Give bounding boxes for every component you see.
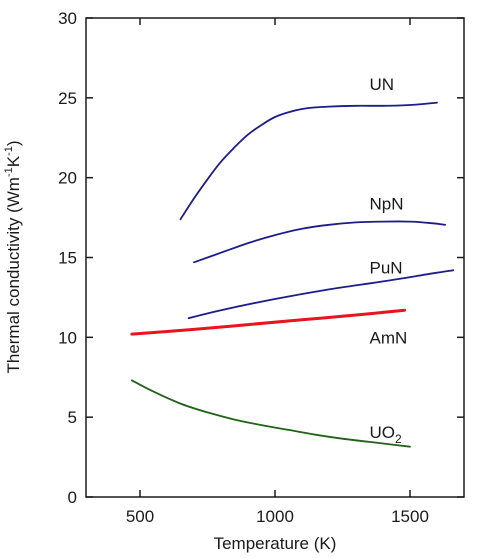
y-tick-label: 20 bbox=[58, 169, 77, 188]
series-line-npn bbox=[193, 220, 446, 264]
x-tick-label: 1000 bbox=[256, 507, 294, 526]
y-tick-label: 0 bbox=[68, 488, 77, 507]
series-label-pun: PuN bbox=[370, 258, 403, 277]
series-labels: UN NpN PuN AmN UO2 bbox=[370, 75, 408, 446]
series-line-un bbox=[179, 101, 438, 221]
series-line-amn bbox=[130, 308, 407, 336]
plot-frame bbox=[85, 17, 465, 498]
y-tick-label: 15 bbox=[58, 249, 77, 268]
x-axis-title: Temperature (K) bbox=[214, 534, 337, 553]
series-label-un: UN bbox=[370, 75, 395, 94]
y-tick-label: 5 bbox=[68, 408, 77, 427]
series-label-amn: AmN bbox=[370, 329, 408, 348]
y-tick-label: 10 bbox=[58, 328, 77, 347]
axis-ticks: 0 5 10 15 20 25 30 500 1000 1500 bbox=[58, 9, 464, 526]
x-tick-label: 1500 bbox=[391, 507, 429, 526]
series-line-pun bbox=[187, 269, 455, 320]
y-tick-label: 25 bbox=[58, 89, 77, 108]
series-line-uo2 bbox=[131, 379, 411, 448]
series-label-npn: NpN bbox=[370, 195, 404, 214]
y-axis-title: Thermal conductivity (Wm-1K-1) bbox=[3, 140, 23, 373]
x-tick-label: 500 bbox=[126, 507, 154, 526]
series-lines bbox=[130, 101, 455, 448]
y-tick-label: 30 bbox=[58, 9, 77, 28]
series-label-uo2: UO2 bbox=[370, 423, 403, 446]
